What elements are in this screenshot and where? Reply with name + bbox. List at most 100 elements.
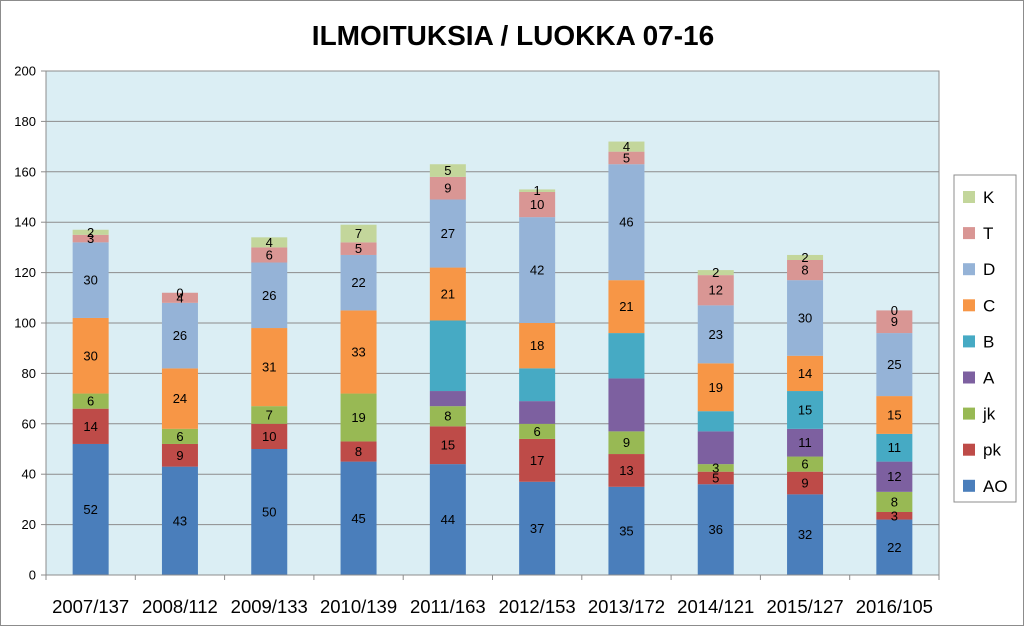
bar-segment-pk: [72, 408, 109, 444]
data-label: 3: [891, 508, 898, 523]
bar-segment-c: [697, 363, 734, 412]
data-label: 3: [87, 231, 94, 246]
bar-segment-d: [161, 302, 198, 369]
bar-segment-c: [161, 368, 198, 429]
data-label: 30: [83, 273, 97, 288]
data-label: 8: [801, 263, 808, 278]
bar-segment-jk: [697, 464, 734, 472]
data-label: 11: [888, 440, 902, 455]
bar-segment-b: [876, 433, 913, 462]
bar-segment-ao: [876, 519, 913, 575]
data-label: 5: [712, 470, 719, 485]
x-tick-label: 2014/121: [677, 596, 754, 617]
bar-segment-c: [519, 323, 556, 369]
legend-label: C: [983, 296, 995, 315]
legend-swatch-ao: [963, 479, 975, 492]
data-label: 8: [444, 409, 451, 424]
bar-segment-b: [519, 368, 556, 402]
y-tick-label: 160: [14, 164, 36, 179]
x-tick-label: 2013/172: [588, 596, 665, 617]
bar-segment-a: [697, 431, 734, 465]
data-label: 7: [355, 226, 362, 241]
data-label: 15: [441, 438, 455, 453]
bar-segment-c: [72, 317, 109, 394]
x-tick-label: 2008/112: [142, 596, 218, 617]
data-label: 5: [623, 150, 630, 165]
bar-segment-b: [608, 333, 645, 379]
data-label: 37: [530, 521, 544, 536]
bar-segment-pk: [608, 454, 645, 487]
bar-segment-jk: [161, 428, 198, 444]
data-label: 9: [444, 181, 451, 196]
x-tick-label: 2010/139: [320, 596, 397, 617]
legend-swatch-b: [963, 335, 975, 348]
y-tick-label: 20: [22, 517, 36, 532]
data-label: 5: [355, 241, 362, 256]
data-label: 15: [798, 402, 812, 417]
bar-segment-c: [429, 267, 466, 321]
data-label: 9: [176, 448, 183, 463]
data-label: 31: [262, 360, 276, 375]
data-label: 8: [891, 494, 898, 509]
data-label: 21: [441, 287, 455, 302]
legend-label: K: [983, 188, 995, 207]
data-label: 25: [887, 357, 901, 372]
bar-segment-k: [697, 270, 734, 276]
legend-label: AO: [983, 477, 1008, 496]
chart-title: ILMOITUKSIA / LUOKKA 07-16: [312, 20, 714, 51]
bar-segment-d: [787, 280, 824, 356]
data-label: 10: [262, 429, 276, 444]
x-tick-label: 2015/127: [766, 596, 843, 617]
bar-segment-k: [787, 254, 824, 260]
data-label: 43: [173, 513, 187, 528]
data-label: 18: [530, 338, 544, 353]
data-label: 50: [262, 505, 276, 520]
bar-segment-jk: [340, 393, 377, 442]
data-label: 23: [709, 327, 723, 342]
bar-segment-k: [340, 224, 377, 243]
data-label: 9: [801, 476, 808, 491]
legend-swatch-k: [963, 191, 975, 203]
bar-segment-k: [251, 237, 288, 248]
bar-segment-c: [787, 355, 824, 392]
bar-segment-c: [876, 396, 913, 434]
legend-swatch-pk: [963, 443, 975, 456]
bar-segment-pk: [876, 512, 913, 520]
bar-segment-d: [697, 305, 734, 364]
bar-segment-t: [340, 242, 377, 255]
data-label: 4: [623, 139, 630, 154]
data-label: 21: [619, 299, 633, 314]
bar-segment-ao: [72, 443, 109, 575]
bar-segment-ao: [519, 481, 556, 575]
bar-segment-a: [429, 391, 466, 407]
data-label: 36: [709, 522, 723, 537]
bar-segment-jk: [429, 406, 466, 427]
bar-segment-d: [608, 164, 645, 281]
bar-segment-t: [429, 176, 466, 200]
bar-segment-b: [787, 391, 824, 429]
data-label: 32: [798, 527, 812, 542]
data-label: 4: [266, 235, 273, 250]
bar-segment-jk: [72, 393, 109, 409]
bar-segment-ao: [429, 464, 466, 575]
data-label: 14: [798, 366, 812, 381]
bar-segment-b: [429, 320, 466, 392]
x-tick-label: 2009/133: [231, 596, 308, 617]
data-label: 0: [891, 303, 898, 318]
data-label: 12: [709, 283, 723, 298]
bar-segment-t: [72, 234, 109, 243]
bar-segment-a: [876, 461, 913, 492]
bar-segment-ao: [608, 486, 645, 575]
legend-swatch-c: [963, 299, 975, 312]
data-label: 45: [351, 511, 365, 526]
bar-segment-pk: [429, 426, 466, 465]
bar-segment-ao: [251, 449, 288, 575]
legend-label: D: [983, 260, 995, 279]
y-tick-label: 100: [14, 316, 36, 331]
data-label: 6: [534, 424, 541, 439]
bar-segment-d: [340, 254, 377, 311]
data-label: 19: [351, 410, 365, 425]
